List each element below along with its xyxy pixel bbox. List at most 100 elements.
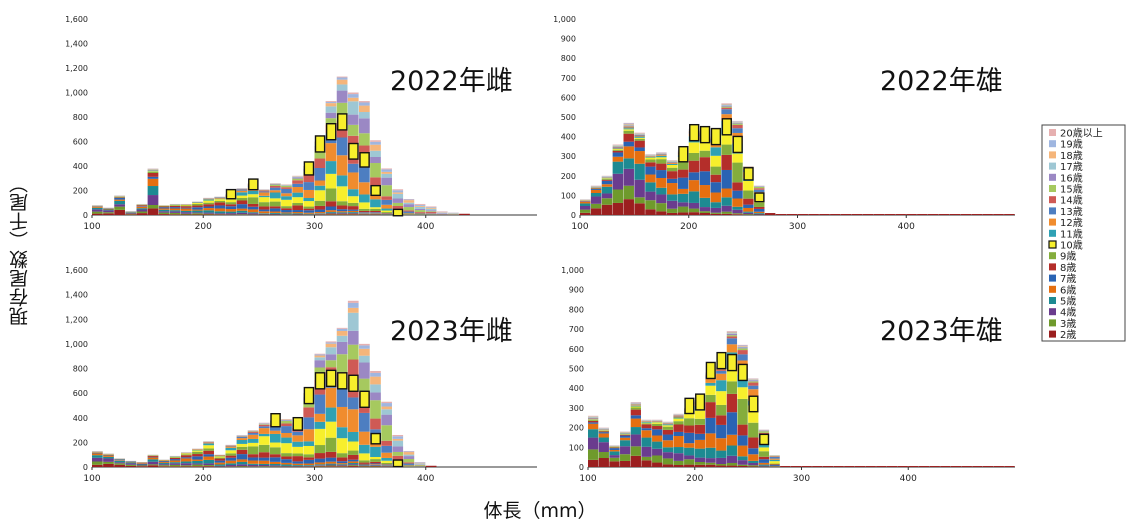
bar-segment [601, 204, 613, 215]
bar-segment [381, 177, 392, 186]
bar-segment [775, 214, 787, 215]
bar-segment [623, 128, 634, 130]
bar-segment [125, 212, 137, 213]
bar-segment [381, 210, 392, 213]
bar-segment [737, 456, 748, 461]
bar-segment [908, 466, 919, 467]
bar-segment [359, 208, 370, 211]
bar-segment [716, 424, 727, 439]
bar [884, 214, 895, 215]
bar-segment [769, 458, 780, 460]
bar-segment [347, 312, 359, 331]
legend-swatch [1049, 185, 1056, 192]
age10-marker [695, 393, 706, 411]
bar-segment [125, 213, 137, 215]
bar-segment [359, 194, 370, 203]
legend-swatch [1049, 162, 1056, 170]
bar-segment [918, 466, 930, 467]
bar-segment [598, 452, 609, 459]
bar-segment [270, 454, 281, 458]
x-tick-label: 100 [579, 474, 596, 484]
bar-segment [169, 457, 181, 458]
bar-segment [381, 212, 392, 214]
bar-segment [612, 147, 624, 149]
bar-segment [292, 176, 303, 178]
bar-segment [370, 463, 381, 465]
bar-segment [292, 453, 303, 457]
bar [314, 353, 326, 467]
bar-segment [906, 214, 917, 215]
legend-item: 10歳 [1048, 240, 1083, 252]
bar-segment [677, 169, 689, 178]
bar-segment [169, 460, 181, 463]
bar-segment [737, 464, 748, 466]
bar-segment [236, 198, 248, 201]
bar-segment [612, 148, 624, 150]
bar-segment [181, 213, 192, 215]
bar-segment [336, 102, 348, 121]
bar [769, 455, 780, 467]
bar-segment [667, 167, 678, 172]
bar-segment [748, 465, 759, 467]
bar-segment [381, 440, 392, 446]
bar-segment [359, 464, 370, 466]
bar-segment [292, 212, 303, 214]
bar-segment [381, 168, 392, 170]
bar-segment [281, 419, 292, 421]
bar [147, 454, 159, 467]
age10-marker [314, 135, 326, 153]
bar-segment [630, 446, 641, 456]
bar-segment [147, 171, 159, 173]
bar-segment [580, 212, 591, 215]
bar-segment [737, 344, 748, 346]
bar-segment [656, 155, 667, 158]
bar-segment [92, 213, 103, 215]
bar-segment [370, 392, 381, 401]
bar-segment [732, 209, 743, 214]
y-tick-label: 800 [561, 54, 576, 63]
bar-segment [929, 466, 940, 467]
bar-segment [270, 206, 281, 209]
legend-item: 14歳 [1049, 195, 1083, 207]
bar-segment [797, 214, 808, 215]
bar-segment [347, 210, 359, 213]
bar-segment [381, 409, 392, 415]
bar-segment [641, 423, 652, 425]
bar-segment [634, 147, 645, 152]
bar-segment [347, 124, 359, 136]
bar-segment [381, 464, 392, 466]
bar-segment [347, 397, 359, 410]
bar-segment [748, 422, 759, 438]
bar-segment [292, 187, 303, 193]
bar-segment [656, 177, 667, 188]
bar-segment [325, 106, 337, 113]
bar-segment [381, 169, 392, 172]
bar [1004, 214, 1015, 215]
bar-segment [181, 455, 192, 458]
legend-swatch [1049, 218, 1056, 226]
bar-segment [726, 462, 738, 466]
bar-segment [758, 462, 770, 465]
bar-segment [623, 133, 634, 142]
bar-segment [662, 464, 673, 467]
bar-segment [737, 460, 748, 465]
bar-segment [652, 441, 663, 449]
bar-segment [392, 193, 404, 199]
bar-segment [623, 146, 634, 159]
bar-segment [158, 463, 170, 465]
bar-segment [667, 162, 678, 164]
bar-segment [281, 426, 292, 433]
bar-segment [652, 421, 663, 423]
age10-marker [337, 372, 348, 390]
bar-segment [705, 447, 716, 459]
bar-segment [336, 77, 348, 80]
bar-segment [114, 460, 125, 463]
bar [928, 214, 939, 215]
bar-segment [103, 458, 114, 462]
bar-segment [103, 456, 114, 459]
bar-segment [769, 465, 780, 466]
bar-segment [673, 447, 684, 454]
legend-label: 13歳 [1060, 206, 1083, 218]
bar-segment [281, 210, 292, 213]
bar-segment [381, 425, 392, 441]
